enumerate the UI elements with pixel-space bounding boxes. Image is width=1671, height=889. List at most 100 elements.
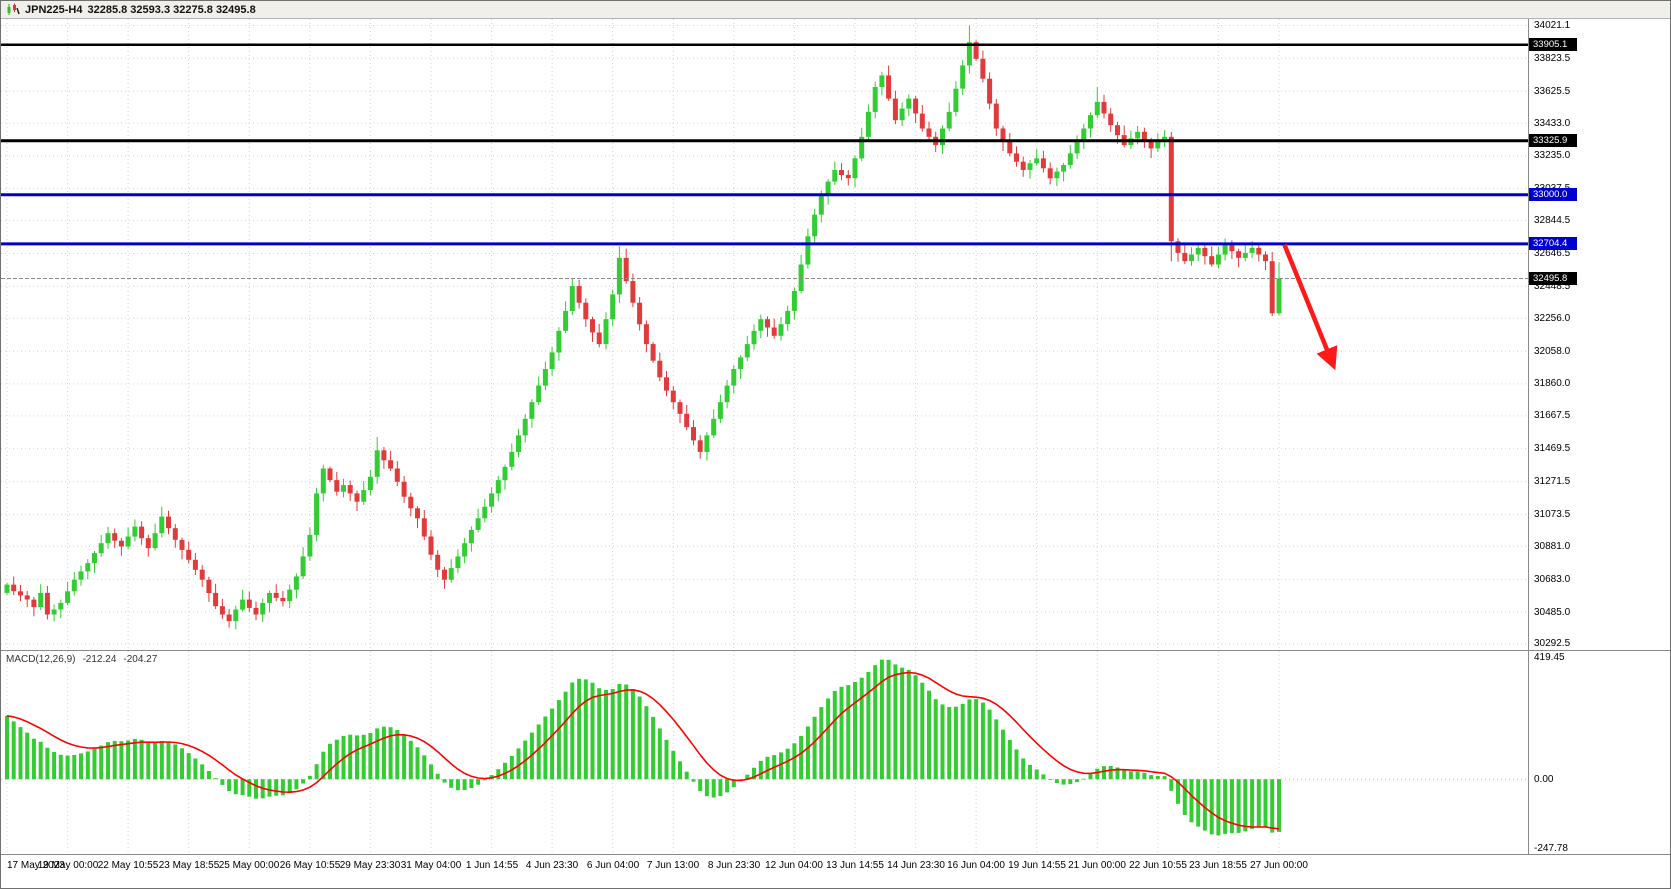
candle — [1276, 262, 1282, 315]
candle — [435, 550, 441, 577]
candle — [1094, 87, 1100, 119]
macd-indicator-label: MACD(12,26,9) -212.24 -204.27 — [6, 654, 164, 665]
time-label: 25 May 00:00 — [218, 860, 280, 871]
candle — [1081, 123, 1087, 149]
time-label: 19 Jun 14:55 — [1008, 860, 1066, 871]
macd-axis[interactable]: 419.45 0.00 -247.78 — [1528, 651, 1670, 854]
candle — [657, 352, 663, 382]
candle — [684, 405, 690, 431]
time-label: 29 May 23:30 — [339, 860, 401, 871]
candle — [563, 301, 569, 333]
candle — [906, 94, 912, 117]
candle — [192, 553, 198, 575]
candle — [246, 591, 252, 612]
candle — [206, 576, 212, 602]
price-tick-label: 32646.5 — [1534, 248, 1571, 259]
candle — [455, 549, 461, 573]
candle — [11, 576, 17, 596]
candle — [1074, 135, 1080, 159]
candle — [1108, 108, 1114, 132]
candle — [314, 487, 320, 542]
candle — [630, 273, 636, 308]
candle — [408, 492, 414, 517]
candle — [1061, 162, 1067, 182]
candle — [320, 464, 326, 502]
candle — [58, 599, 64, 619]
time-label: 16 Jun 04:00 — [947, 860, 1005, 871]
candle — [280, 591, 286, 607]
chart-icon — [6, 3, 20, 16]
price-tick-label: 31271.5 — [1534, 476, 1571, 487]
time-label: 6 Jun 04:00 — [586, 860, 640, 871]
candle — [186, 541, 192, 564]
candle — [610, 289, 616, 327]
candle — [1007, 133, 1013, 157]
macd-name: MACD(12,26,9) — [6, 654, 76, 665]
candle — [1020, 156, 1026, 177]
symbol-title: JPN225-H4 — [25, 3, 83, 16]
candle — [495, 476, 501, 502]
candle — [1040, 150, 1046, 173]
candle — [778, 317, 784, 341]
candle — [44, 586, 50, 620]
candle — [791, 287, 797, 320]
candle — [65, 581, 71, 606]
candle — [731, 365, 737, 394]
candle — [825, 179, 831, 205]
price-chart-surface[interactable] — [1, 19, 1529, 651]
time-label: 7 Jun 13:00 — [646, 860, 700, 871]
candle — [71, 572, 77, 596]
candle — [980, 50, 986, 83]
candle — [717, 394, 723, 424]
candle — [105, 526, 111, 549]
candle — [92, 551, 97, 573]
candle — [1202, 244, 1208, 265]
candle — [832, 161, 838, 185]
candle — [812, 208, 818, 243]
candle — [509, 443, 515, 471]
candle — [213, 583, 219, 609]
trend-arrow[interactable] — [1282, 243, 1338, 371]
candle — [24, 591, 30, 607]
candle — [1263, 251, 1268, 270]
macd-tick-label: -247.78 — [1534, 843, 1568, 854]
time-label: 1 Jun 14:55 — [465, 860, 519, 871]
price-axis[interactable]: 34021.133823.533625.533433.033235.033037… — [1528, 19, 1670, 650]
candle — [1047, 162, 1053, 185]
candle — [18, 585, 23, 602]
price-tick-label: 32058.0 — [1534, 346, 1571, 357]
macd-chart-surface[interactable] — [1, 651, 1529, 855]
candle — [623, 248, 629, 284]
candle — [785, 305, 791, 331]
time-label: 23 May 18:55 — [158, 860, 220, 871]
candle — [367, 469, 373, 496]
candle — [300, 547, 306, 579]
candle — [482, 498, 488, 523]
candle — [583, 298, 589, 327]
candle — [542, 361, 548, 391]
price-tick-label: 32448.5 — [1534, 281, 1571, 292]
candle — [1088, 112, 1093, 138]
candle — [697, 435, 703, 459]
candle — [839, 163, 844, 181]
price-panel: 34021.133823.533625.533433.033235.033037… — [1, 19, 1670, 651]
candle — [859, 127, 865, 162]
candle — [973, 40, 979, 61]
candle — [415, 506, 420, 529]
price-tick-label: 31667.5 — [1534, 410, 1571, 421]
candle — [596, 323, 602, 348]
candle — [616, 246, 622, 304]
candle — [38, 584, 44, 611]
price-tick-label: 34021.1 — [1534, 20, 1571, 31]
candle — [919, 104, 925, 132]
candle — [953, 81, 959, 117]
candle — [744, 335, 750, 361]
macd-signal-value: -204.27 — [123, 654, 158, 665]
time-label: 22 Jun 10:55 — [1129, 860, 1187, 871]
candle — [145, 534, 151, 557]
candle — [1000, 125, 1006, 151]
time-axis[interactable]: 17 May 2023 19 May 00:00 22 May 10:55 23 Ma… — [1, 855, 1670, 888]
time-label: 4 Jun 23:30 — [525, 860, 579, 871]
price-tick-label: 30292.5 — [1534, 638, 1571, 649]
